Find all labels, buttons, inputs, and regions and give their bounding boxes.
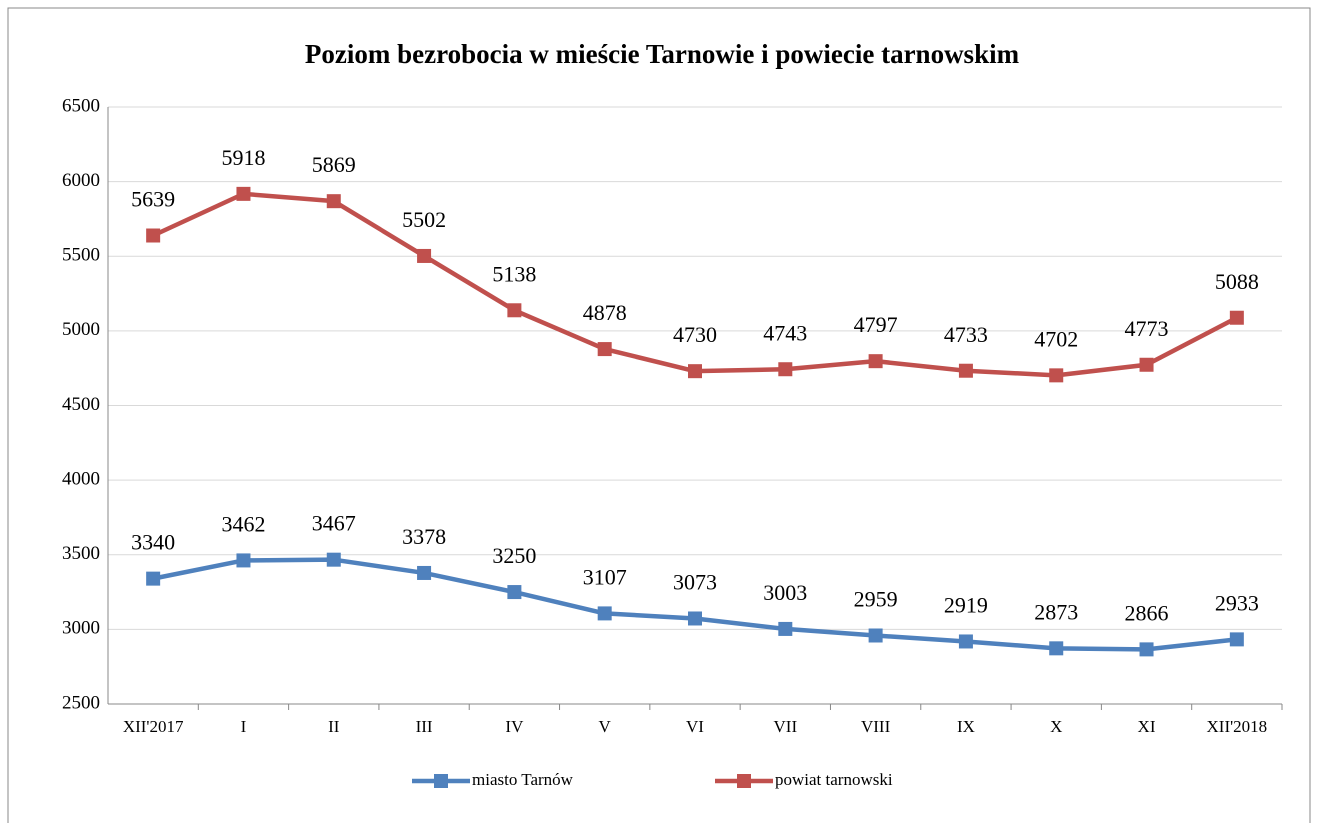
x-tick-label: X <box>1050 717 1062 736</box>
y-tick-label: 6000 <box>62 170 100 191</box>
marker <box>778 362 793 377</box>
data-label: 4730 <box>673 322 717 347</box>
x-tick-label: I <box>241 717 247 736</box>
data-label: 4743 <box>763 320 807 345</box>
data-label: 3003 <box>763 580 807 605</box>
marker <box>417 565 432 580</box>
marker <box>868 628 883 643</box>
marker <box>597 606 612 621</box>
marker <box>778 621 793 636</box>
marker <box>597 342 612 357</box>
legend-label: miasto Tarnów <box>472 770 574 789</box>
y-tick-label: 4500 <box>62 394 100 415</box>
y-tick-label: 5000 <box>62 319 100 340</box>
x-tick-label: XII'2018 <box>1207 717 1268 736</box>
data-label: 2873 <box>1034 599 1078 624</box>
x-tick-label: VII <box>774 717 798 736</box>
marker <box>868 354 883 369</box>
marker <box>958 363 973 378</box>
data-label: 3073 <box>673 570 717 595</box>
data-label: 2959 <box>854 587 898 612</box>
marker <box>146 228 161 243</box>
data-label: 3107 <box>583 564 627 589</box>
data-label: 3250 <box>492 543 536 568</box>
marker <box>1229 632 1244 647</box>
x-tick-label: III <box>416 717 433 736</box>
legend-marker <box>434 774 448 788</box>
data-label: 4773 <box>1125 316 1169 341</box>
data-label: 4702 <box>1034 326 1078 351</box>
marker <box>1049 368 1064 383</box>
x-tick-label: II <box>328 717 340 736</box>
marker <box>146 571 161 586</box>
data-label: 3462 <box>221 511 265 536</box>
marker <box>507 303 522 318</box>
marker <box>688 364 702 379</box>
marker <box>1229 310 1244 325</box>
data-label: 3467 <box>312 511 356 536</box>
data-label: 5918 <box>221 145 265 170</box>
x-tick-label: IV <box>505 717 524 736</box>
marker <box>236 553 251 568</box>
data-label: 4878 <box>583 300 627 325</box>
marker <box>1139 357 1154 372</box>
data-label: 5138 <box>492 261 536 286</box>
chart-border <box>7 7 1311 823</box>
x-tick-label: V <box>599 717 612 736</box>
y-tick-label: 3000 <box>62 618 100 639</box>
x-tick-label: VIII <box>861 717 891 736</box>
marker <box>688 611 702 626</box>
marker <box>1049 641 1064 656</box>
legend-marker <box>737 774 751 788</box>
y-tick-label: 4000 <box>62 468 100 489</box>
legend-label: powiat tarnowski <box>775 770 893 789</box>
x-tick-label: XII'2017 <box>123 717 184 736</box>
marker <box>236 186 251 201</box>
y-tick-label: 6500 <box>62 95 100 116</box>
y-tick-label: 3500 <box>62 543 100 564</box>
data-label: 2933 <box>1215 590 1259 615</box>
marker <box>326 552 341 567</box>
data-label: 5502 <box>402 207 446 232</box>
data-label: 2866 <box>1125 600 1169 625</box>
x-tick-label: VI <box>686 717 704 736</box>
y-tick-label: 2500 <box>62 692 100 713</box>
x-tick-label: IX <box>957 717 975 736</box>
marker <box>958 634 973 649</box>
chart-title: Poziom bezrobocia w mieście Tarnowie i p… <box>305 39 1020 69</box>
y-tick-label: 5500 <box>62 245 100 266</box>
data-label: 5869 <box>312 152 356 177</box>
x-tick-label: XI <box>1138 717 1156 736</box>
data-label: 4797 <box>854 312 898 337</box>
marker <box>1139 642 1154 657</box>
data-label: 5639 <box>131 187 175 212</box>
data-label: 5088 <box>1215 269 1259 294</box>
marker <box>417 248 432 263</box>
marker <box>507 585 522 600</box>
data-label: 3340 <box>131 530 175 555</box>
marker <box>326 194 341 209</box>
data-label: 3378 <box>402 524 446 549</box>
data-label: 2919 <box>944 593 988 618</box>
data-label: 4733 <box>944 322 988 347</box>
